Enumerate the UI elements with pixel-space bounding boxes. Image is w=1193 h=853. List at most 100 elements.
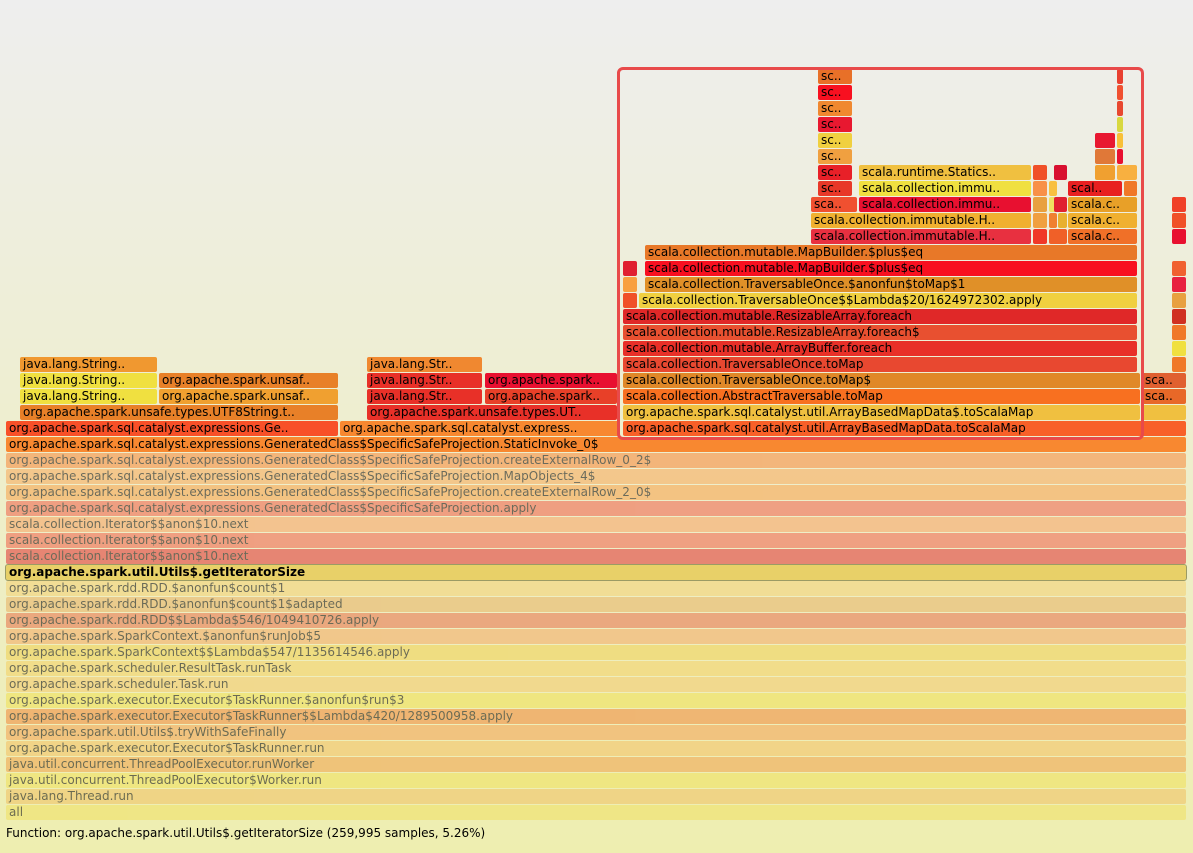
flame-frame[interactable]: scala.c.. — [1068, 229, 1137, 244]
flame-frame[interactable]: java.lang.Str.. — [367, 373, 482, 388]
flame-frame[interactable]: sc.. — [818, 133, 852, 148]
flame-frame[interactable] — [1117, 133, 1123, 148]
flame-frame[interactable]: org.apache.spark.sql.catalyst.expression… — [6, 469, 1186, 484]
flame-frame[interactable]: sc.. — [818, 165, 852, 180]
flame-frame[interactable]: sca.. — [1142, 373, 1186, 388]
flame-frame[interactable] — [1172, 309, 1186, 324]
flame-frame[interactable]: java.util.concurrent.ThreadPoolExecutor$… — [6, 773, 1186, 788]
flame-frame[interactable] — [1172, 277, 1186, 292]
flame-frame[interactable]: org.apache.spark.sql.catalyst.express.. — [340, 421, 620, 436]
flame-frame[interactable]: org.apache.spark.sql.catalyst.expression… — [6, 501, 1186, 516]
flame-frame[interactable] — [623, 261, 637, 276]
flame-frame[interactable]: java.lang.String.. — [20, 373, 157, 388]
flame-frame[interactable]: sc.. — [818, 149, 852, 164]
flame-frame[interactable]: org.apache.spark.util.Utils$.tryWithSafe… — [6, 725, 1186, 740]
flame-frame[interactable] — [1172, 197, 1186, 212]
flame-frame[interactable]: scala.collection.mutable.ResizableArray.… — [623, 309, 1137, 324]
flame-frame[interactable] — [1054, 197, 1067, 212]
flame-frame[interactable]: sc.. — [818, 85, 852, 100]
flame-frame[interactable]: org.apache.spark.. — [485, 389, 617, 404]
flame-frame[interactable] — [1049, 213, 1057, 228]
flame-frame[interactable]: org.apache.spark.unsafe.types.UTF8String… — [20, 405, 338, 420]
flame-frame[interactable] — [1117, 117, 1123, 132]
flame-frame[interactable] — [1033, 181, 1047, 196]
flame-frame[interactable] — [1172, 213, 1186, 228]
flame-frame[interactable] — [1033, 165, 1047, 180]
flame-frame[interactable]: org.apache.spark.sql.catalyst.expression… — [6, 437, 1186, 452]
flame-frame[interactable]: sca.. — [1142, 389, 1186, 404]
flame-frame[interactable] — [1058, 213, 1067, 228]
flame-frame[interactable]: org.apache.spark.sql.catalyst.expression… — [6, 421, 338, 436]
flame-frame[interactable]: scala.collection.TraversableOnce.toMap$ — [623, 373, 1140, 388]
flame-frame[interactable] — [1033, 213, 1047, 228]
flame-frame[interactable] — [1172, 341, 1186, 356]
flame-frame[interactable] — [1049, 181, 1057, 196]
flame-frame[interactable]: scala.collection.immu.. — [859, 197, 1031, 212]
flame-frame[interactable] — [623, 277, 637, 292]
flame-frame[interactable]: sc.. — [818, 69, 852, 84]
flame-frame[interactable]: sc.. — [818, 181, 852, 196]
flame-frame[interactable]: scala.c.. — [1068, 197, 1137, 212]
flame-frame[interactable] — [1117, 149, 1123, 164]
flame-frame[interactable]: org.apache.spark.unsaf.. — [159, 373, 338, 388]
flame-frame[interactable]: scala.collection.immutable.H.. — [811, 213, 1031, 228]
flame-frame[interactable]: scala.collection.TraversableOnce$$Lambda… — [639, 293, 1137, 308]
flame-frame[interactable]: java.lang.String.. — [20, 389, 157, 404]
flame-frame[interactable] — [1117, 85, 1123, 100]
flame-frame[interactable] — [1172, 357, 1186, 372]
flame-frame[interactable] — [1049, 197, 1057, 212]
flame-frame[interactable] — [1172, 325, 1186, 340]
flame-frame[interactable]: org.apache.spark.executor.Executor$TaskR… — [6, 741, 1186, 756]
flame-frame[interactable]: scala.collection.mutable.MapBuilder.$plu… — [645, 245, 1137, 260]
flame-frame[interactable]: java.lang.String.. — [20, 357, 157, 372]
flame-frame[interactable]: org.apache.spark.sql.catalyst.util.Array… — [623, 421, 1186, 436]
flame-frame[interactable] — [1172, 229, 1186, 244]
flame-frame[interactable] — [1095, 165, 1115, 180]
flame-frame[interactable]: java.util.concurrent.ThreadPoolExecutor.… — [6, 757, 1186, 772]
flame-frame[interactable] — [1117, 69, 1123, 84]
flame-frame[interactable]: org.apache.spark.scheduler.ResultTask.ru… — [6, 661, 1186, 676]
flame-frame[interactable]: org.apache.spark.unsaf.. — [159, 389, 338, 404]
flame-frame[interactable]: scala.collection.Iterator$$anon$10.next — [6, 549, 1186, 564]
flame-frame[interactable]: org.apache.spark.rdd.RDD.$anonfun$count$… — [6, 581, 1186, 596]
flame-frame[interactable] — [1172, 293, 1186, 308]
flame-frame[interactable]: org.apache.spark.sql.catalyst.expression… — [6, 453, 1186, 468]
flame-frame[interactable]: scala.collection.Iterator$$anon$10.next — [6, 533, 1186, 548]
flame-frame[interactable] — [1033, 229, 1047, 244]
flame-frame[interactable]: sc.. — [818, 101, 852, 116]
flame-frame[interactable]: sc.. — [818, 117, 852, 132]
flame-frame[interactable] — [1117, 165, 1137, 180]
flame-frame[interactable] — [1049, 229, 1067, 244]
flame-frame[interactable] — [1095, 149, 1115, 164]
flame-frame[interactable] — [1124, 181, 1137, 196]
flame-frame[interactable]: scala.collection.immu.. — [859, 181, 1031, 196]
flame-frame[interactable]: org.apache.spark.rdd.RDD.$anonfun$count$… — [6, 597, 1186, 612]
flame-frame[interactable]: scala.collection.TraversableOnce.toMap — [623, 357, 1137, 372]
flame-frame[interactable]: scala.collection.TraversableOnce.$anonfu… — [645, 277, 1137, 292]
flame-frame[interactable]: org.apache.spark.executor.Executor$TaskR… — [6, 693, 1186, 708]
flame-frame[interactable]: org.apache.spark.SparkContext.$anonfun$r… — [6, 629, 1186, 644]
flame-frame[interactable]: org.apache.spark.scheduler.Task.run — [6, 677, 1186, 692]
flame-frame[interactable]: org.apache.spark.SparkContext$$Lambda$54… — [6, 645, 1186, 660]
flame-frame[interactable] — [1033, 197, 1047, 212]
flame-frame[interactable]: java.lang.Thread.run — [6, 789, 1186, 804]
flame-frame[interactable]: org.apache.spark.rdd.RDD$$Lambda$546/104… — [6, 613, 1186, 628]
flame-frame[interactable]: all — [6, 805, 1186, 820]
flame-frame[interactable] — [623, 293, 637, 308]
flame-frame[interactable]: scala.collection.immutable.H.. — [811, 229, 1031, 244]
flame-frame[interactable] — [1054, 165, 1067, 180]
flame-frame[interactable] — [1117, 101, 1123, 116]
flame-frame[interactable]: org.apache.spark.executor.Executor$TaskR… — [6, 709, 1186, 724]
flame-frame[interactable]: scala.collection.AbstractTraversable.toM… — [623, 389, 1140, 404]
flame-frame[interactable]: org.apache.spark.util.Utils$.getIterator… — [5, 564, 1187, 581]
flame-frame[interactable]: org.apache.spark.sql.catalyst.expression… — [6, 485, 1186, 500]
flame-frame[interactable]: org.apache.spark.unsafe.types.UT.. — [367, 405, 617, 420]
flame-frame[interactable]: scal.. — [1068, 181, 1122, 196]
flame-frame[interactable] — [1142, 405, 1186, 420]
flame-frame[interactable] — [1172, 261, 1186, 276]
flame-frame[interactable]: sca.. — [811, 197, 857, 212]
flame-frame[interactable]: scala.c.. — [1068, 213, 1137, 228]
flame-frame[interactable]: java.lang.Str.. — [367, 389, 482, 404]
flame-frame[interactable]: scala.collection.mutable.MapBuilder.$plu… — [645, 261, 1137, 276]
flame-frame[interactable]: scala.collection.mutable.ResizableArray.… — [623, 325, 1137, 340]
